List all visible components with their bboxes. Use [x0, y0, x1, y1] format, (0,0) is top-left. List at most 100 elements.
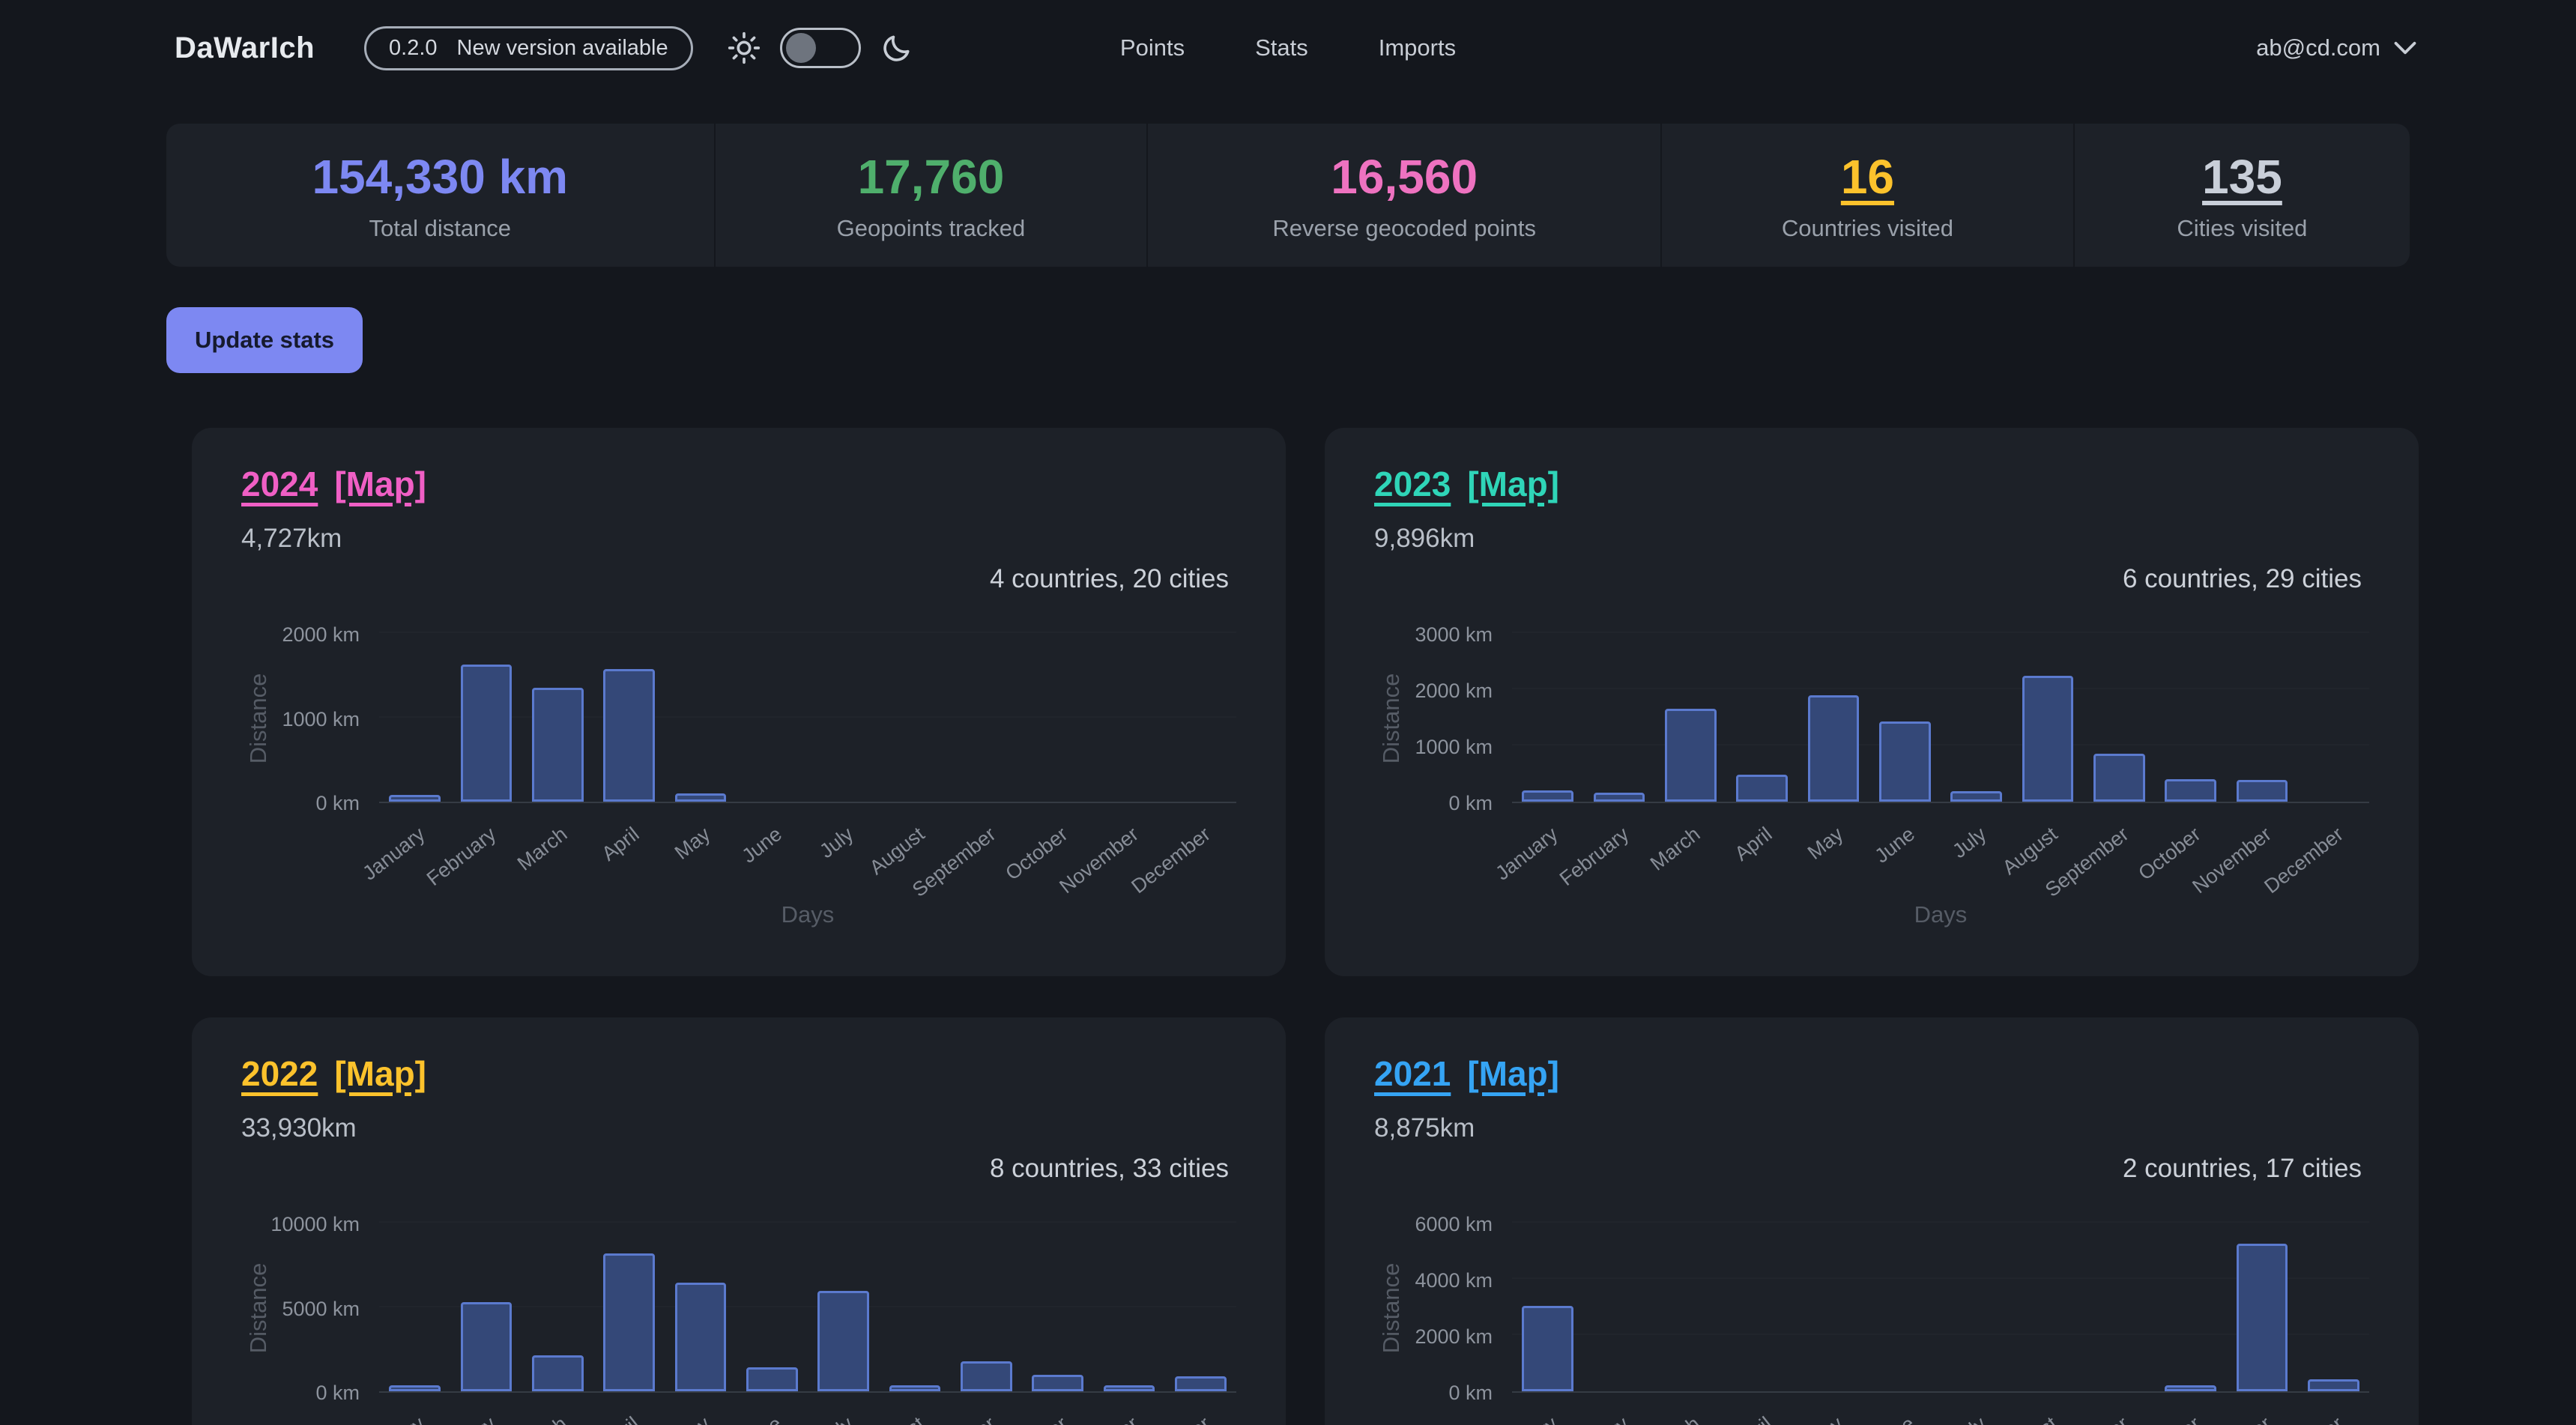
bar [1175, 1376, 1227, 1391]
x-tick-label: March [513, 1412, 572, 1425]
stat-cities-link[interactable]: 135 [2202, 149, 2282, 204]
stat-countries-link[interactable]: 16 [1840, 149, 1895, 204]
map-link-2021[interactable]: [Map] [1467, 1054, 1559, 1093]
x-tick-label: November [2189, 1412, 2276, 1425]
gridline [1512, 1221, 2369, 1223]
card-head: 2022 [Map] 33,930km 8 countries, 33 citi… [192, 1017, 1286, 1184]
year-summary: 6 countries, 29 cities [2122, 564, 2362, 593]
bar [889, 1385, 941, 1391]
x-tick-label: August [865, 823, 929, 880]
year-summary: 4 countries, 20 cities [989, 564, 1229, 593]
x-axis-labels: JanuaryFebruaryMarchAprilMayJuneJulyAugu… [358, 1403, 1236, 1425]
x-tick-label: March [1646, 1412, 1705, 1425]
bar [2093, 753, 2145, 802]
x-tick-label: February [1555, 1412, 1633, 1425]
user-menu[interactable]: ab@cd.com [2256, 34, 2416, 61]
gridline [1512, 632, 2369, 633]
plot-area [1512, 1221, 2369, 1393]
x-tick-label: January [1490, 823, 1562, 885]
nav-points[interactable]: Points [1119, 34, 1185, 61]
x-tick-label: May [1803, 1412, 1848, 1425]
year-distance: 33,930km [241, 1113, 357, 1143]
year-link-2021[interactable]: 2021 [1374, 1054, 1451, 1093]
year-link-2022[interactable]: 2022 [241, 1054, 318, 1093]
stat-reverse-geocoded-label: Reverse geocoded points [1272, 214, 1536, 241]
x-tick-label: June [737, 1412, 786, 1425]
x-tick-label: February [422, 823, 501, 891]
moon-icon [883, 35, 910, 61]
stat-countries-label: Countries visited [1781, 214, 1953, 241]
stat-cities-label: Cities visited [2177, 214, 2308, 241]
year-card-2021: 2021 [Map] 8,875km 2 countries, 17 citie… [1325, 1017, 2419, 1425]
theme-toggle[interactable] [779, 28, 861, 68]
x-tick-label: May [1803, 823, 1848, 865]
top-navigation-bar: DaWarIch 0.2.0 New version available Poi… [0, 0, 2576, 96]
nav-imports[interactable]: Imports [1378, 34, 1457, 61]
y-tick-label: 10000 km [270, 1213, 360, 1235]
gridline [1512, 1334, 2369, 1335]
card-head: 2021 [Map] 8,875km 2 countries, 17 citie… [1325, 1017, 2419, 1184]
y-tick-label: 0 km [1448, 792, 1493, 814]
stat-reverse-geocoded-value: 16,560 [1331, 149, 1478, 204]
x-tick-label: February [423, 1412, 501, 1425]
x-tick-label: July [815, 1412, 858, 1425]
bar [1593, 792, 1645, 802]
card-head: 2024 [Map] 4,727km 4 countries, 20 citie… [192, 428, 1286, 594]
year-link-2023[interactable]: 2023 [1374, 465, 1451, 503]
x-tick-label: August [865, 1412, 929, 1425]
x-tick-label: July [1947, 823, 1991, 863]
bar [1807, 695, 1860, 802]
x-tick-label: July [1948, 1412, 1991, 1425]
gridline [1512, 688, 2369, 689]
map-link-2022[interactable]: [Map] [334, 1054, 426, 1093]
bar [1950, 791, 2002, 802]
bar [961, 1361, 1012, 1391]
y-tick-label: 4000 km [1415, 1269, 1493, 1292]
app-brand[interactable]: DaWarIch [175, 31, 315, 64]
x-tick-label: April [597, 823, 644, 865]
x-tick-label: November [2188, 823, 2276, 898]
plot-area [379, 632, 1236, 803]
stat-countries: 16 Countries visited [1660, 124, 2073, 267]
x-tick-label: December [1127, 1412, 1215, 1425]
bar [2165, 1385, 2216, 1391]
map-link-2023[interactable]: [Map] [1467, 465, 1559, 503]
bar [1736, 774, 1788, 802]
x-tick-label: February [1555, 823, 1633, 891]
year-card-2022: 2022 [Map] 33,930km 8 countries, 33 citi… [192, 1017, 1286, 1425]
bar [1032, 1375, 1083, 1391]
map-link-2024[interactable]: [Map] [334, 465, 426, 503]
x-tick-label: March [1646, 823, 1705, 875]
version-number: 0.2.0 [389, 35, 438, 60]
bar [2022, 676, 2074, 802]
gridline [379, 632, 1236, 633]
year-cards-grid: 2024 [Map] 4,727km 4 countries, 20 citie… [192, 428, 2576, 1425]
x-tick-label: May [670, 823, 715, 865]
stat-reverse-geocoded: 16,560 Reverse geocoded points [1146, 124, 1660, 267]
gridline [379, 1305, 1236, 1307]
bar [389, 1385, 441, 1391]
x-tick-label: June [1870, 1412, 1919, 1425]
year-link-2024[interactable]: 2024 [241, 465, 318, 503]
nav-stats[interactable]: Stats [1255, 34, 1308, 61]
bar [1879, 721, 1931, 802]
stat-total-distance-value: 154,330 km [312, 149, 569, 204]
x-tick-label: March [513, 823, 572, 875]
x-tick-label: June [1870, 823, 1919, 868]
bar [460, 1301, 513, 1391]
version-badge[interactable]: 0.2.0 New version available [364, 25, 693, 70]
stat-total-distance-label: Total distance [369, 214, 512, 241]
x-tick-label: December [1127, 823, 1215, 898]
x-tick-label: October [2134, 1412, 2205, 1425]
gridline [1512, 1277, 2369, 1279]
stat-geopoints-label: Geopoints tracked [836, 214, 1026, 241]
bar [1522, 790, 1573, 802]
update-stats-button[interactable]: Update stats [166, 307, 363, 373]
x-tick-label: November [1056, 1412, 1143, 1425]
bar [2308, 1379, 2359, 1391]
x-axis-title: Days [1914, 901, 1968, 928]
chevron-down-icon [2394, 41, 2416, 55]
